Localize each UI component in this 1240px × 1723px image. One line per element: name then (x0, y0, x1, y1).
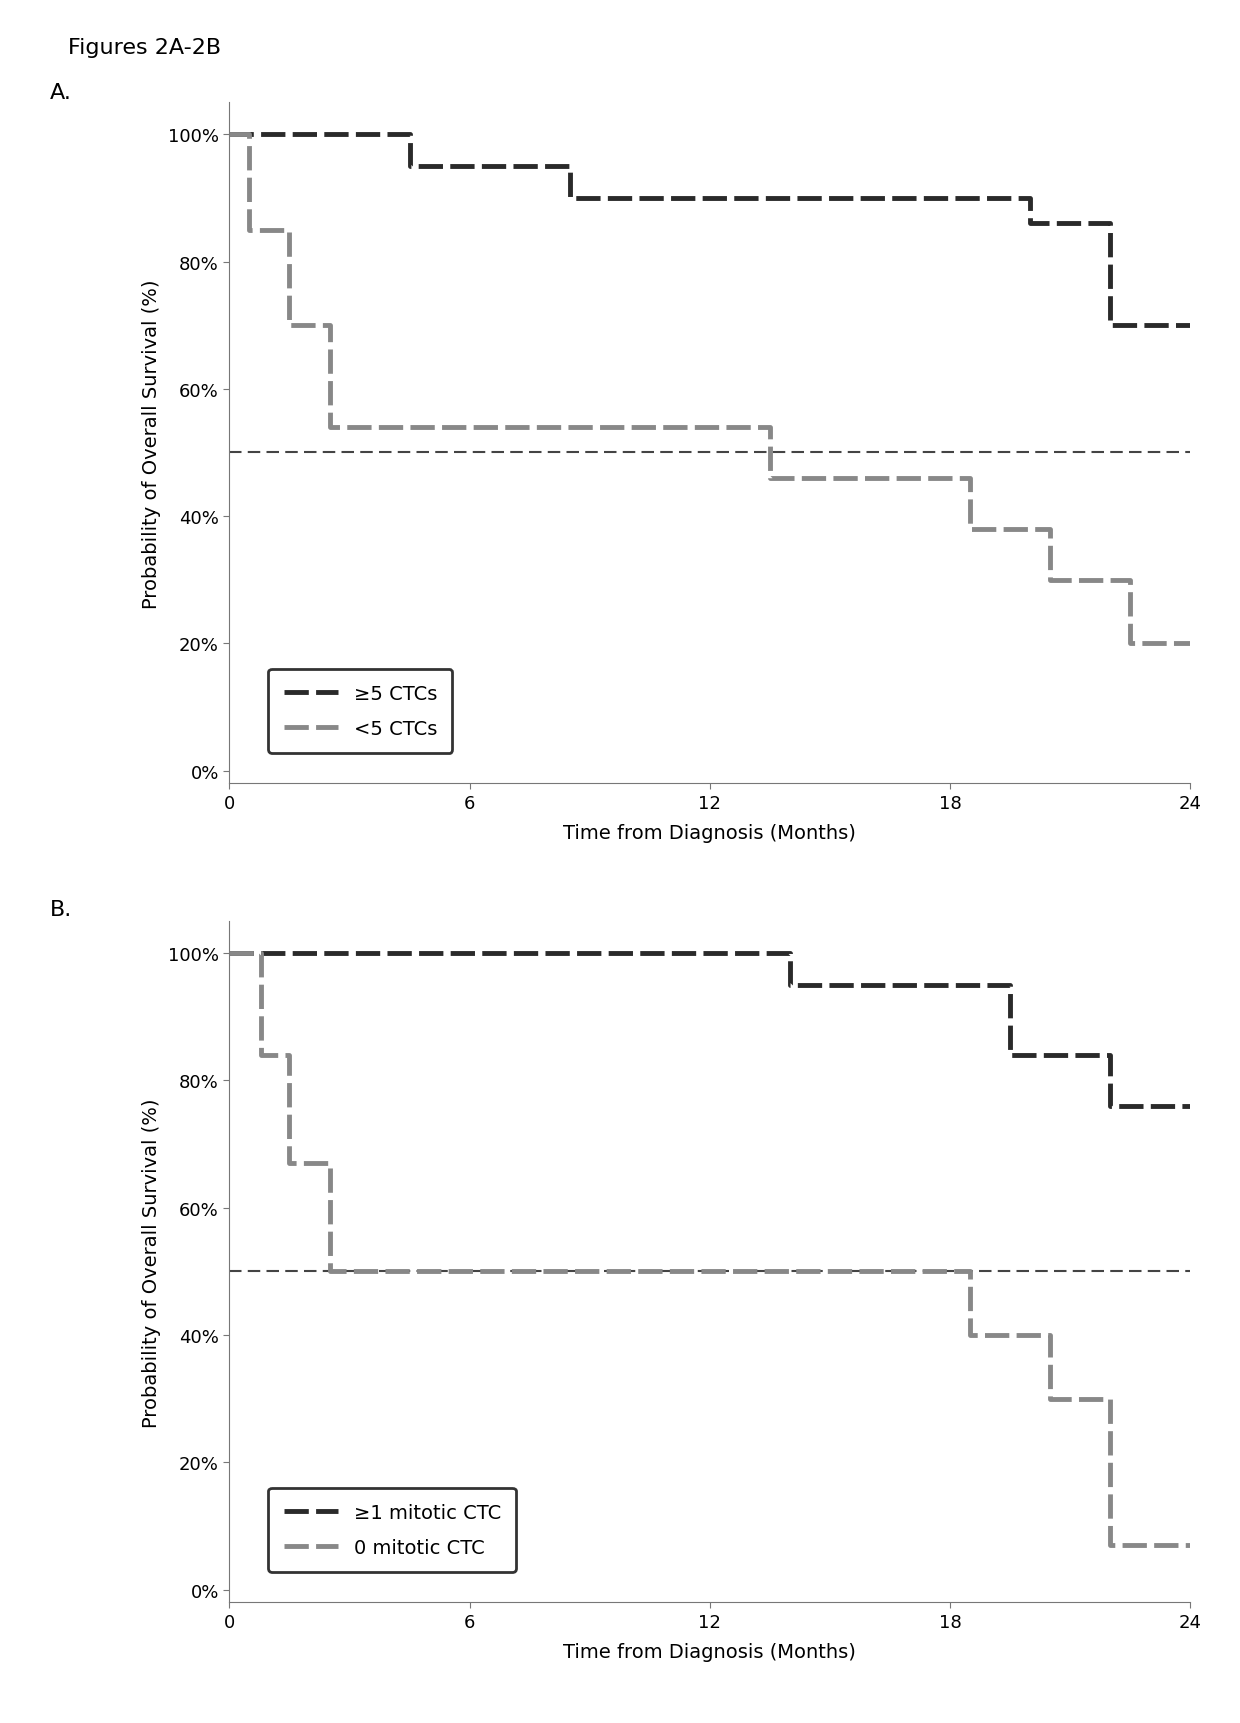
Legend: ≥1 mitotic CTC, 0 mitotic CTC: ≥1 mitotic CTC, 0 mitotic CTC (268, 1487, 516, 1573)
X-axis label: Time from Diagnosis (Months): Time from Diagnosis (Months) (563, 1642, 857, 1661)
Text: B.: B. (50, 899, 72, 920)
Y-axis label: Probability of Overall Survival (%): Probability of Overall Survival (%) (143, 279, 161, 608)
Legend: ≥5 CTCs, <5 CTCs: ≥5 CTCs, <5 CTCs (268, 669, 453, 755)
Text: A.: A. (50, 83, 72, 103)
X-axis label: Time from Diagnosis (Months): Time from Diagnosis (Months) (563, 824, 857, 843)
Y-axis label: Probability of Overall Survival (%): Probability of Overall Survival (%) (143, 1098, 161, 1427)
Text: Figures 2A-2B: Figures 2A-2B (68, 38, 221, 59)
